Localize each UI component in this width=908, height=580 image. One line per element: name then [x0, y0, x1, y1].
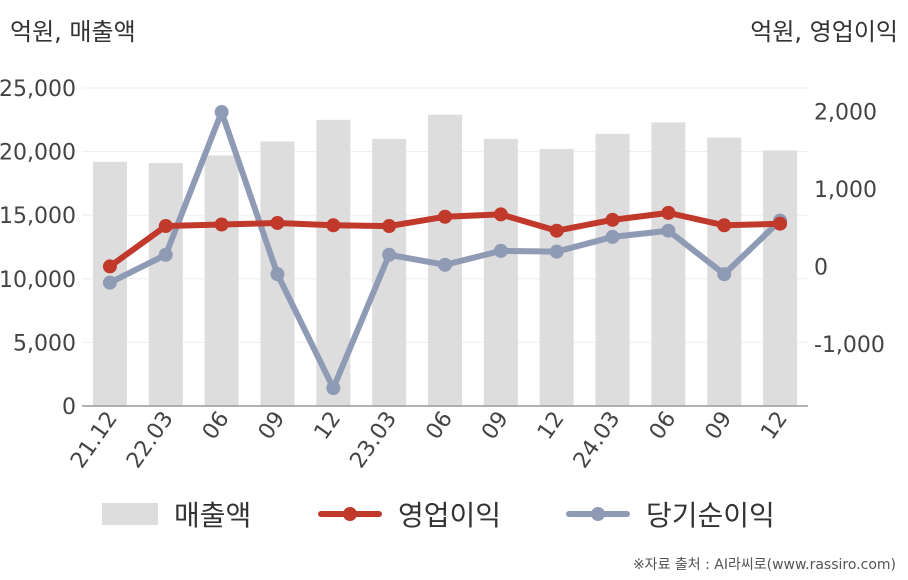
- x-axis-tick: 09: [701, 407, 738, 444]
- legend-swatch-operating-profit: [318, 503, 382, 525]
- left-axis-tick: 15,000: [0, 204, 76, 229]
- right-axis-tick: 0: [814, 255, 828, 280]
- net-income-point: [102, 275, 117, 290]
- operating-profit-point: [158, 219, 173, 234]
- x-axis-tick: 09: [254, 407, 291, 444]
- net-income-point: [493, 243, 508, 258]
- net-income-point: [717, 267, 732, 282]
- operating-profit-point: [717, 218, 732, 233]
- operating-profit-point: [102, 259, 117, 274]
- left-axis-tick: 0: [62, 395, 76, 420]
- operating-profit-point: [214, 217, 229, 232]
- left-axis-tick: 25,000: [0, 77, 76, 102]
- revenue-bar: [651, 122, 686, 407]
- net-income-point: [214, 105, 229, 120]
- x-axis-tick: 24.03: [569, 407, 626, 473]
- x-axis-tick: 06: [198, 407, 235, 444]
- right-axis-unit: 억원, 영업이익: [750, 18, 898, 46]
- left-axis-tick: 10,000: [0, 268, 76, 293]
- net-income-point: [326, 381, 341, 396]
- operating-profit-point: [661, 205, 676, 220]
- right-axis-tick: -1,000: [814, 333, 885, 358]
- x-axis-tick: 06: [421, 407, 458, 444]
- left-axis-tick: 20,000: [0, 141, 76, 166]
- data-source-note: ※자료 출처 : AI라씨로(www.rassiro.com): [632, 557, 896, 573]
- combo-chart: 25,000 20,000 15,000 10,000 5,000 0 2,000 1,000…: [0, 77, 885, 473]
- left-axis-unit: 억원, 매출액: [10, 18, 136, 46]
- chart-legend: 매출액 영업이익 당기순이익: [0, 492, 908, 536]
- operating-profit-point: [382, 219, 397, 234]
- operating-profit-point: [493, 207, 508, 222]
- legend-swatch-revenue: [102, 503, 158, 525]
- operating-profit-point: [326, 218, 341, 233]
- legend-label-operating-profit: 영업이익: [398, 499, 502, 532]
- right-axis-tick: 2,000: [814, 100, 877, 125]
- revenue-bar: [595, 133, 630, 407]
- operating-profit-point: [270, 215, 285, 230]
- operating-profit-point: [773, 216, 788, 231]
- x-axis-tick: 12: [756, 407, 793, 444]
- x-axis-tick: 06: [645, 407, 682, 444]
- operating-profit-point: [605, 212, 620, 227]
- legend-item-operating-profit: 영업이익: [318, 492, 501, 536]
- net-income-point: [382, 247, 397, 262]
- operating-profit-point: [549, 223, 564, 238]
- revenue-bar: [539, 149, 574, 406]
- revenue-bar: [763, 150, 798, 406]
- legend-label-net-income: 당기순이익: [646, 499, 775, 532]
- legend-item-revenue: 매출액: [102, 492, 251, 536]
- legend-label-revenue: 매출액: [174, 499, 252, 532]
- net-income-point: [270, 267, 285, 282]
- net-income-point: [605, 229, 620, 244]
- revenue-bar: [148, 163, 183, 406]
- net-income-point: [661, 223, 676, 238]
- x-axis-tick: 12: [310, 407, 347, 444]
- net-income-point: [438, 257, 452, 272]
- revenue-bar: [204, 155, 239, 406]
- revenue-bar: [483, 138, 518, 406]
- legend-swatch-net-income: [566, 503, 630, 525]
- operating-profit-point: [438, 209, 452, 224]
- net-income-point: [549, 244, 564, 259]
- x-axis-tick: 09: [477, 407, 514, 444]
- revenue-bar: [372, 138, 407, 406]
- x-axis-tick: 22.03: [122, 407, 179, 473]
- right-axis-tick: 1,000: [814, 178, 877, 203]
- left-axis-tick: 5,000: [13, 331, 76, 356]
- net-income-point: [158, 247, 173, 262]
- x-axis-tick: 23.03: [345, 407, 402, 473]
- legend-item-net-income: 당기순이익: [566, 492, 775, 536]
- x-axis-tick: 12: [533, 407, 570, 444]
